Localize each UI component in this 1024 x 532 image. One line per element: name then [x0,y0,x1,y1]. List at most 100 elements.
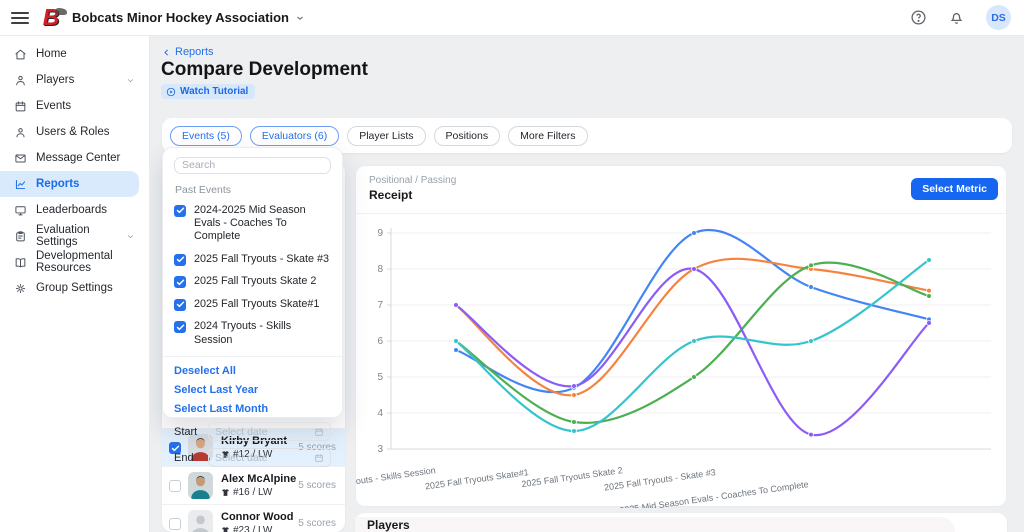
chart-header: Positional / Passing Receipt Select Metr… [356,166,1006,214]
header-actions: DS [910,5,1011,30]
link-select-last-month[interactable]: Select Last Month [174,403,269,416]
checkbox[interactable] [169,518,181,530]
checkbox[interactable] [174,276,186,289]
data-point-series-blue [808,284,814,290]
event-option[interactable]: 2024-2025 Mid Season Evals - Coaches To … [174,204,331,244]
filter-pill-player-lists[interactable]: Player Lists [347,125,426,146]
end-date-input[interactable]: Select date [208,448,331,468]
sidebar-item-leaderboards[interactable]: Leaderboards [0,197,139,223]
start-date-input[interactable]: Select date [208,422,331,442]
calendar-icon [315,428,323,436]
check-icon [176,301,184,308]
event-option[interactable]: 2025 Fall Tryouts Skate 2 [174,275,331,289]
data-point-series-blue [691,230,697,236]
sidebar-item-label: Users & Roles [36,126,110,138]
player-avatar [188,510,213,532]
y-tick-label: 8 [377,264,383,275]
data-point-series-green [808,262,814,269]
player-row[interactable]: Kirby Bryant #12 / LW 5 scores [162,428,345,466]
calendar-icon [15,100,26,111]
jersey-icon [222,451,229,459]
past-events-label: Past Events [175,183,232,196]
event-option[interactable]: 2024 Tryouts - Skills Session [174,320,331,347]
y-tick-label: 5 [377,372,383,383]
back-chevron-icon [164,49,168,55]
end-date-placeholder: Select date [215,451,268,464]
event-option-label: 2025 Fall Tryouts Skate#1 [194,297,320,310]
breadcrumb[interactable]: Reports [162,46,214,58]
sidebar-item-label: Leaderboards [36,204,107,216]
chevron-down-icon [127,78,134,82]
event-option[interactable]: 2025 Fall Tryouts - Skate #3 [174,253,331,266]
org-name[interactable]: Bobcats Minor Hockey Association [72,10,289,25]
filter-pill-positions[interactable]: Positions [433,125,501,146]
play-icon [166,87,176,96]
sidebar-item-evaluation-settings[interactable]: Evaluation Settings [0,223,139,249]
player-avatar [188,472,213,499]
filter-pill-evaluators-6[interactable]: Evaluators (6) [249,125,340,146]
watch-tutorial-button[interactable]: Watch Tutorial [161,84,256,99]
metric-category: Positional / Passing [369,175,457,186]
sidebar-item-reports[interactable]: Reports [0,171,139,197]
player-avatar [188,472,213,499]
jersey-number: #16 / LW [233,487,273,499]
player-row[interactable]: Alex McAlpine #16 / LW 5 scores [162,466,345,504]
sidebar-item-message-center[interactable]: Message Center [0,145,139,171]
sidebar-item-users-roles[interactable]: Users & Roles [0,119,139,145]
sidebar-item-label: Evaluation Settings [36,224,90,248]
filter-pill-events-5[interactable]: Events (5) [170,125,242,146]
players-section: Players [355,513,1007,532]
divider [163,356,342,358]
sidebar-item-events[interactable]: Events [0,93,139,119]
event-option-label: 2024-2025 Mid Season Evals - Coaches To … [194,203,306,243]
event-option[interactable]: 2025 Fall Tryouts Skate#1 [174,298,331,311]
checkbox[interactable] [174,298,186,311]
link-deselect-all[interactable]: Deselect All [174,365,236,378]
player-avatar [188,510,213,532]
sidebar-item-players[interactable]: Players [0,67,139,93]
player-jersey: #23 / LW [221,524,294,532]
players-section-band [355,517,955,532]
user-icon [16,127,25,137]
player-name: Alex McAlpine [221,472,297,485]
player-jersey: #12 / LW [221,448,287,461]
chart-line-series-teal [454,258,931,433]
sidebar-item-home[interactable]: Home [0,41,139,67]
checkbox[interactable] [174,321,186,334]
notifications-bell-icon[interactable] [948,9,965,26]
user-avatar[interactable]: DS [986,5,1011,30]
checkbox[interactable] [174,253,186,266]
hamburger-menu-icon[interactable] [11,9,29,27]
data-point-series-purple [808,431,814,438]
search-input[interactable] [174,156,331,174]
players-section-title: Players [367,518,410,532]
player-row[interactable]: Connor Wood #23 / LW 5 scores [162,504,345,532]
end-date-row: End Select date [174,448,331,468]
data-point-series-orange [926,287,932,294]
sidebar-item-developmental-resources[interactable]: Developmental Resources [0,249,139,275]
checkbox[interactable] [169,442,181,454]
data-point-series-teal [808,338,814,344]
checkbox[interactable] [169,480,181,492]
book-icon [15,257,26,267]
help-icon[interactable] [910,9,927,26]
chevron-down-icon[interactable] [295,13,305,23]
y-tick-label: 9 [377,228,383,239]
chart-panel: Positional / Passing Receipt Select Metr… [355,165,1007,508]
player-name: Connor Wood [221,510,294,523]
sidebar-item-group-settings[interactable]: Group Settings [0,275,139,301]
data-point-series-teal [453,338,459,344]
sidebar-item-label: Home [36,48,67,60]
score-count: 5 scores [298,480,336,491]
data-point-series-teal [926,257,932,263]
checkbox[interactable] [174,204,186,217]
data-point-series-green [571,419,577,425]
events-filter-dropdown: Past Events 2024-2025 Mid Season Evals -… [162,147,343,468]
quick-select-links: Deselect All Select Last Year Select Last … [174,365,331,415]
link-select-last-year[interactable]: Select Last Year [174,384,259,397]
select-metric-button[interactable]: Select Metric [911,178,998,200]
player-jersey: #16 / LW [221,486,296,499]
filter-pill-more-filters[interactable]: More Filters [508,125,588,146]
event-options: 2024-2025 Mid Season Evals - Coaches To … [174,204,331,348]
y-tick-label: 7 [377,300,383,311]
